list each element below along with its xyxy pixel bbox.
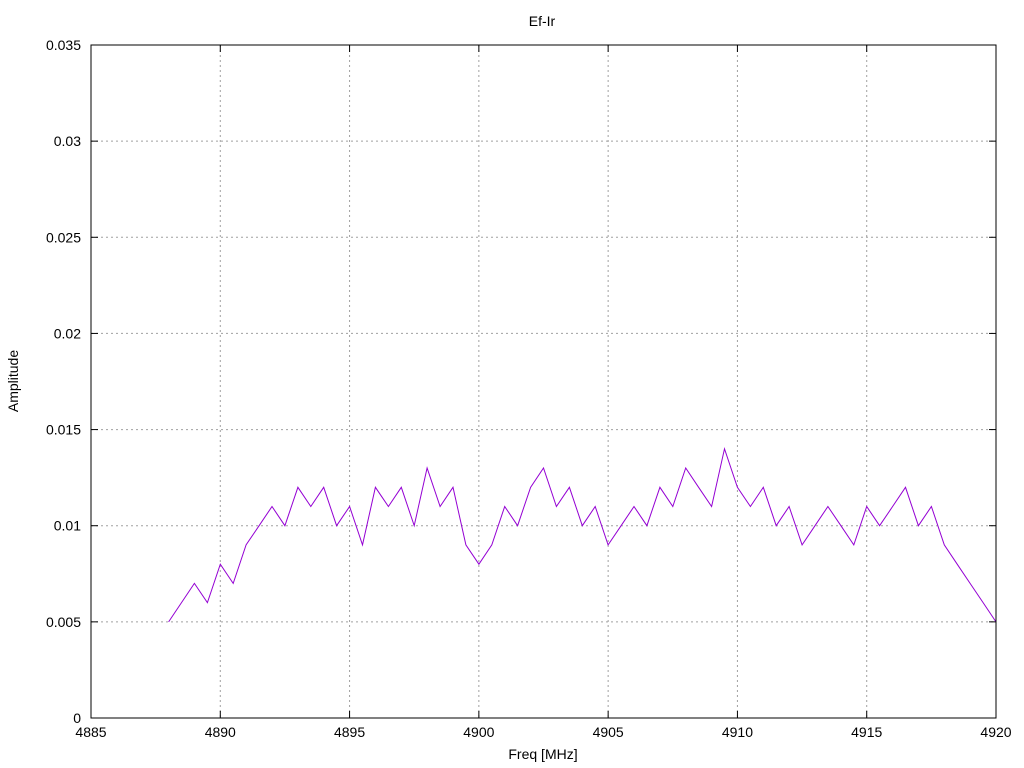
x-axis-label: Freq [MHz] — [508, 746, 577, 762]
y-tick-label: 0.03 — [54, 133, 81, 149]
x-tick-label: 4915 — [851, 724, 882, 740]
x-tick-label: 4885 — [75, 724, 106, 740]
axis-ticks — [90, 44, 997, 719]
y-tick-label: 0.035 — [46, 37, 81, 53]
plot-frame — [90, 44, 997, 719]
x-tick-label: 4895 — [334, 724, 365, 740]
chart-title: Ef-Ir — [529, 13, 556, 29]
y-tick-label: 0 — [73, 710, 81, 726]
series-line — [168, 446, 997, 623]
y-tick-label: 0.02 — [54, 325, 81, 341]
x-tick-label: 4900 — [463, 724, 494, 740]
y-tick-label: 0.01 — [54, 518, 81, 534]
x-tick-label: 4905 — [593, 724, 624, 740]
x-tick-label: 4910 — [722, 724, 753, 740]
x-tick-label: 4890 — [205, 724, 236, 740]
tick-labels: 4885 4890 4895 4900 4905 4910 4915 4920 0 0.005 0.… — [46, 37, 1012, 740]
y-axis-label: Amplitude — [5, 350, 21, 412]
x-tick-label: 4920 — [980, 724, 1011, 740]
y-tick-label: 0.025 — [46, 229, 81, 245]
series-group — [168, 446, 997, 623]
y-tick-label: 0.015 — [46, 422, 81, 438]
y-tick-label: 0.005 — [46, 614, 81, 630]
grid — [91, 45, 996, 718]
